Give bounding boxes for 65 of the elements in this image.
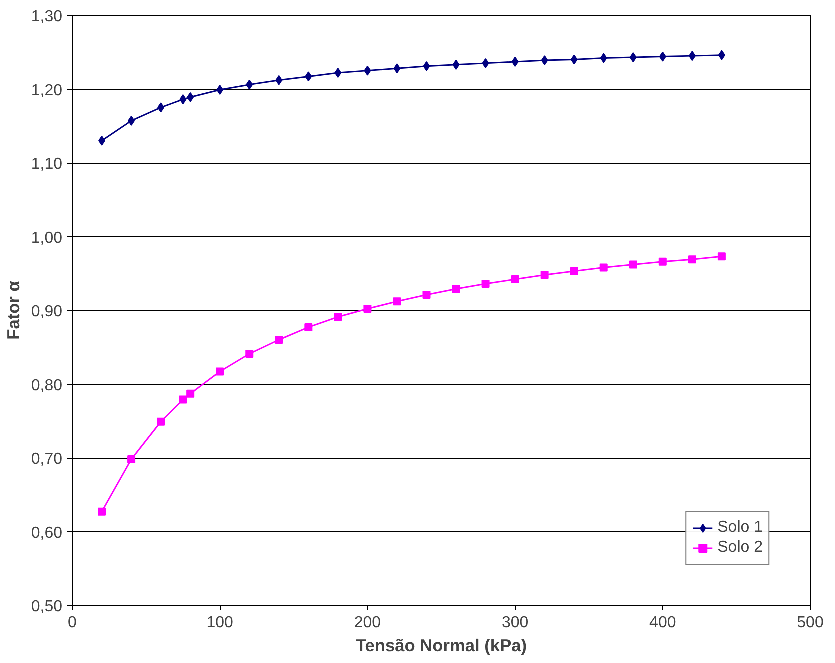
point [276, 75, 283, 86]
point [511, 276, 520, 284]
y-tick-label: 0,60 [31, 524, 63, 542]
point [128, 116, 136, 126]
point [688, 256, 696, 264]
point [394, 64, 401, 74]
point [334, 68, 342, 78]
x-tick-label: 200 [354, 614, 382, 632]
point [157, 418, 166, 426]
point [541, 55, 548, 66]
point [187, 92, 194, 102]
point [422, 291, 431, 300]
legend-label: Solo 1 [718, 519, 763, 537]
point [600, 53, 608, 64]
y-tick-label: 1,00 [31, 230, 63, 247]
y-tick-label: 0,50 [31, 598, 63, 616]
y-tick-label: 0,90 [31, 304, 63, 320]
point [570, 267, 578, 276]
point [246, 80, 254, 90]
y-tick-label: 1,20 [31, 82, 63, 100]
y-tick-label: 1,30 [31, 8, 63, 26]
point [570, 54, 578, 65]
point [540, 271, 549, 280]
y-tick-label: 1,10 [31, 156, 63, 173]
point [658, 258, 667, 266]
point [305, 72, 312, 82]
point [659, 52, 666, 62]
point [452, 285, 460, 294]
point [216, 368, 224, 376]
point [186, 390, 195, 398]
point [629, 260, 638, 269]
point [98, 136, 106, 146]
point [393, 298, 402, 306]
point [216, 84, 224, 95]
point [630, 52, 637, 63]
x-tick-label: 400 [650, 614, 676, 632]
point [512, 56, 519, 67]
point [246, 350, 254, 358]
point [688, 51, 696, 62]
x-tick-label: 500 [797, 614, 824, 632]
x-tick-label: 100 [206, 614, 234, 632]
point [128, 455, 136, 464]
point [718, 252, 726, 261]
point [304, 323, 313, 332]
point [179, 396, 188, 404]
point [334, 313, 342, 322]
point [482, 58, 490, 68]
point [364, 305, 372, 314]
y-tick-label: 0,80 [31, 377, 63, 394]
point [600, 264, 608, 272]
point [364, 66, 372, 76]
point [718, 50, 726, 60]
point [452, 60, 460, 70]
point [158, 102, 165, 113]
point [482, 280, 490, 288]
point [275, 336, 284, 344]
point [423, 61, 430, 72]
legend-label: Solo 2 [718, 539, 763, 557]
x-tick-label: 300 [502, 614, 529, 632]
point [98, 508, 106, 516]
point [180, 94, 187, 105]
x-tick-label: 0 [68, 614, 78, 632]
x-axis-title: Tensão Normal (kPa) [356, 636, 528, 656]
y-axis-title: Fator α [3, 280, 24, 340]
y-tick-label: 0,70 [31, 451, 63, 468]
